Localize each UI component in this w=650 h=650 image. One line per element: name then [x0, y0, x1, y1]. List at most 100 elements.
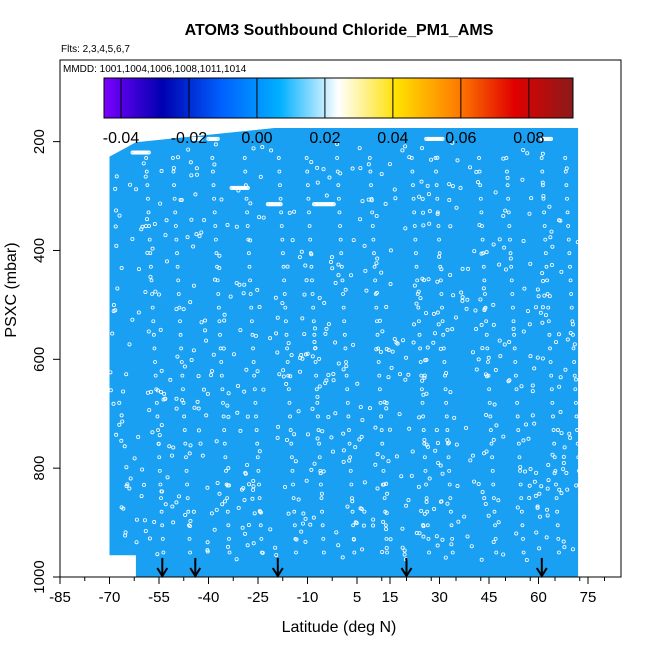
- sample-point: [178, 332, 183, 337]
- sample-point: [546, 463, 551, 468]
- sample-point: [440, 537, 445, 542]
- sample-point: [421, 223, 426, 228]
- sample-point: [540, 271, 545, 276]
- sample-point: [336, 543, 341, 548]
- sample-point: [176, 292, 181, 296]
- sample-point: [246, 237, 251, 242]
- sample-point: [345, 504, 350, 509]
- sample-point: [279, 210, 284, 215]
- sample-point: [127, 486, 132, 491]
- sample-point: [249, 319, 254, 324]
- sample-point: [132, 456, 137, 461]
- sample-point: [558, 375, 563, 380]
- sample-point: [213, 237, 218, 242]
- sample-point: [447, 198, 452, 203]
- sample-point: [440, 471, 445, 476]
- sample-point: [249, 305, 254, 310]
- sample-point: [160, 523, 165, 528]
- sample-point: [472, 479, 477, 484]
- sample-point: [360, 417, 365, 422]
- sample-point: [381, 519, 386, 524]
- sample-point: [445, 327, 450, 332]
- sample-point: [150, 246, 155, 251]
- sample-point: [410, 449, 415, 454]
- sample-point: [418, 346, 423, 351]
- sample-point: [362, 243, 367, 248]
- sample-point: [375, 486, 380, 491]
- x-tick-label: -55: [148, 589, 170, 606]
- y-tick-label: 1000: [31, 560, 48, 593]
- sample-point: [337, 210, 342, 215]
- sample-point: [545, 278, 549, 283]
- sample-point: [251, 484, 256, 489]
- sample-point: [482, 278, 487, 283]
- sample-point: [149, 264, 153, 269]
- sample-point: [351, 537, 356, 541]
- colorbar-tick-label: 0.04: [377, 130, 408, 147]
- sample-point: [350, 166, 355, 171]
- sample-point: [227, 537, 231, 541]
- sample-point: [252, 511, 257, 516]
- sample-point: [446, 455, 451, 460]
- sample-point: [305, 432, 310, 437]
- sample-point: [570, 319, 575, 324]
- sample-point: [348, 455, 353, 460]
- sample-point: [169, 453, 174, 458]
- sample-point: [150, 292, 154, 296]
- sample-point: [435, 211, 440, 216]
- sample-point: [567, 431, 572, 436]
- sample-point: [280, 301, 285, 306]
- sample-point: [242, 282, 247, 287]
- sample-point: [225, 509, 230, 514]
- sample-point: [486, 513, 491, 518]
- sample-point: [139, 494, 144, 499]
- sample-point: [390, 349, 395, 354]
- sample-point: [134, 540, 139, 545]
- sample-point: [194, 232, 199, 237]
- sample-point: [393, 196, 398, 201]
- sample-point: [543, 313, 548, 318]
- sample-point: [336, 183, 341, 188]
- sample-point: [291, 496, 296, 500]
- sample-point: [388, 537, 393, 542]
- sample-point: [513, 360, 518, 364]
- sample-point: [550, 244, 555, 249]
- sample-point: [299, 529, 304, 534]
- sample-point: [421, 210, 426, 215]
- sample-point: [573, 377, 578, 382]
- sample-point: [159, 423, 164, 428]
- sample-point: [513, 373, 518, 378]
- sample-point: [154, 387, 159, 392]
- sample-point: [246, 251, 251, 256]
- sample-point: [370, 224, 375, 228]
- sample-point: [371, 523, 376, 528]
- sample-point: [319, 496, 324, 500]
- sample-point: [361, 523, 366, 528]
- sample-point: [155, 552, 160, 557]
- sample-point: [167, 444, 172, 449]
- sample-point: [540, 180, 545, 185]
- sample-point: [458, 185, 463, 190]
- arrows-layer: [156, 557, 548, 578]
- arrow-head: [271, 567, 284, 578]
- sample-point: [281, 374, 286, 379]
- sample-point: [346, 414, 351, 419]
- sample-point: [158, 327, 163, 332]
- sample-point: [146, 150, 151, 155]
- sample-point: [353, 445, 358, 450]
- sample-point: [438, 463, 443, 468]
- sample-point: [159, 389, 164, 394]
- sample-point: [538, 514, 543, 519]
- sample-point: [502, 245, 507, 250]
- sample-point: [136, 434, 141, 439]
- sample-point: [403, 226, 408, 231]
- y-tick-label: 800: [31, 456, 48, 481]
- sample-point: [331, 378, 336, 383]
- sample-point: [434, 534, 439, 539]
- sample-point: [226, 391, 231, 396]
- sample-point: [174, 307, 179, 312]
- sample-point: [335, 142, 340, 147]
- sample-point: [250, 496, 255, 501]
- sample-point: [191, 348, 196, 353]
- sample-point: [373, 425, 378, 430]
